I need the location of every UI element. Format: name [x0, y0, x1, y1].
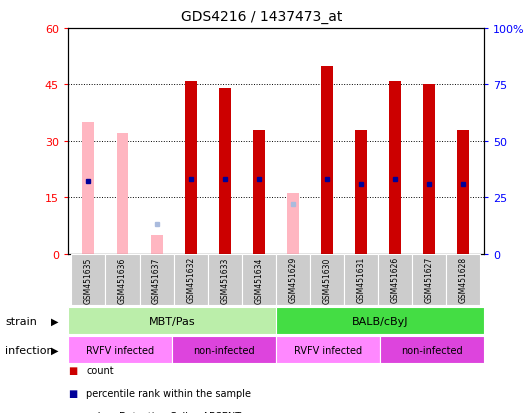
Text: GSM451634: GSM451634 [254, 256, 264, 303]
Bar [242, 254, 276, 306]
Text: count: count [86, 366, 114, 375]
Text: ■: ■ [69, 366, 78, 375]
Bar [287, 194, 299, 254]
Text: MBT/Pas: MBT/Pas [149, 316, 195, 326]
Bar [355, 130, 367, 254]
Text: GSM451631: GSM451631 [357, 256, 366, 303]
Text: RVFV infected: RVFV infected [294, 345, 362, 355]
Bar [344, 254, 378, 306]
Text: GSM451628: GSM451628 [459, 256, 468, 303]
Bar [276, 337, 380, 363]
Text: GSM451636: GSM451636 [118, 256, 127, 303]
Bar [219, 89, 231, 254]
Bar [457, 130, 469, 254]
Bar [172, 337, 276, 363]
Bar [72, 254, 106, 306]
Bar [253, 130, 265, 254]
Bar [151, 235, 163, 254]
Text: ■: ■ [69, 388, 78, 398]
Bar [412, 254, 446, 306]
Bar [68, 337, 172, 363]
Text: ▶: ▶ [51, 316, 59, 326]
Bar [389, 81, 401, 254]
Bar [83, 123, 95, 254]
Bar [276, 254, 310, 306]
Text: ■: ■ [69, 411, 78, 413]
Bar [276, 308, 484, 335]
Text: infection: infection [5, 345, 54, 355]
Text: non-infected: non-infected [193, 345, 255, 355]
Text: non-infected: non-infected [401, 345, 463, 355]
Bar [380, 337, 484, 363]
Text: GSM451635: GSM451635 [84, 256, 93, 303]
Text: RVFV infected: RVFV infected [86, 345, 154, 355]
Bar [174, 254, 208, 306]
Text: GSM451633: GSM451633 [220, 256, 229, 303]
Text: strain: strain [5, 316, 37, 326]
Bar [208, 254, 242, 306]
Bar [446, 254, 480, 306]
Text: GSM451637: GSM451637 [152, 256, 161, 303]
Text: BALB/cByJ: BALB/cByJ [351, 316, 408, 326]
Bar [321, 66, 333, 254]
Bar [423, 85, 435, 254]
Bar [151, 235, 163, 254]
Text: value, Detection Call = ABSENT: value, Detection Call = ABSENT [86, 411, 242, 413]
Text: ▶: ▶ [51, 345, 59, 355]
Text: GSM451626: GSM451626 [391, 256, 400, 303]
Text: percentile rank within the sample: percentile rank within the sample [86, 388, 251, 398]
Bar [185, 81, 197, 254]
Bar [310, 254, 344, 306]
Bar [68, 308, 276, 335]
Text: GDS4216 / 1437473_at: GDS4216 / 1437473_at [181, 10, 342, 24]
Bar [378, 254, 412, 306]
Text: GSM451629: GSM451629 [288, 256, 298, 303]
Text: GSM451632: GSM451632 [186, 256, 195, 303]
Text: GSM451630: GSM451630 [323, 256, 332, 303]
Text: GSM451627: GSM451627 [425, 256, 434, 303]
Bar [140, 254, 174, 306]
Bar [106, 254, 140, 306]
Bar [117, 134, 129, 254]
